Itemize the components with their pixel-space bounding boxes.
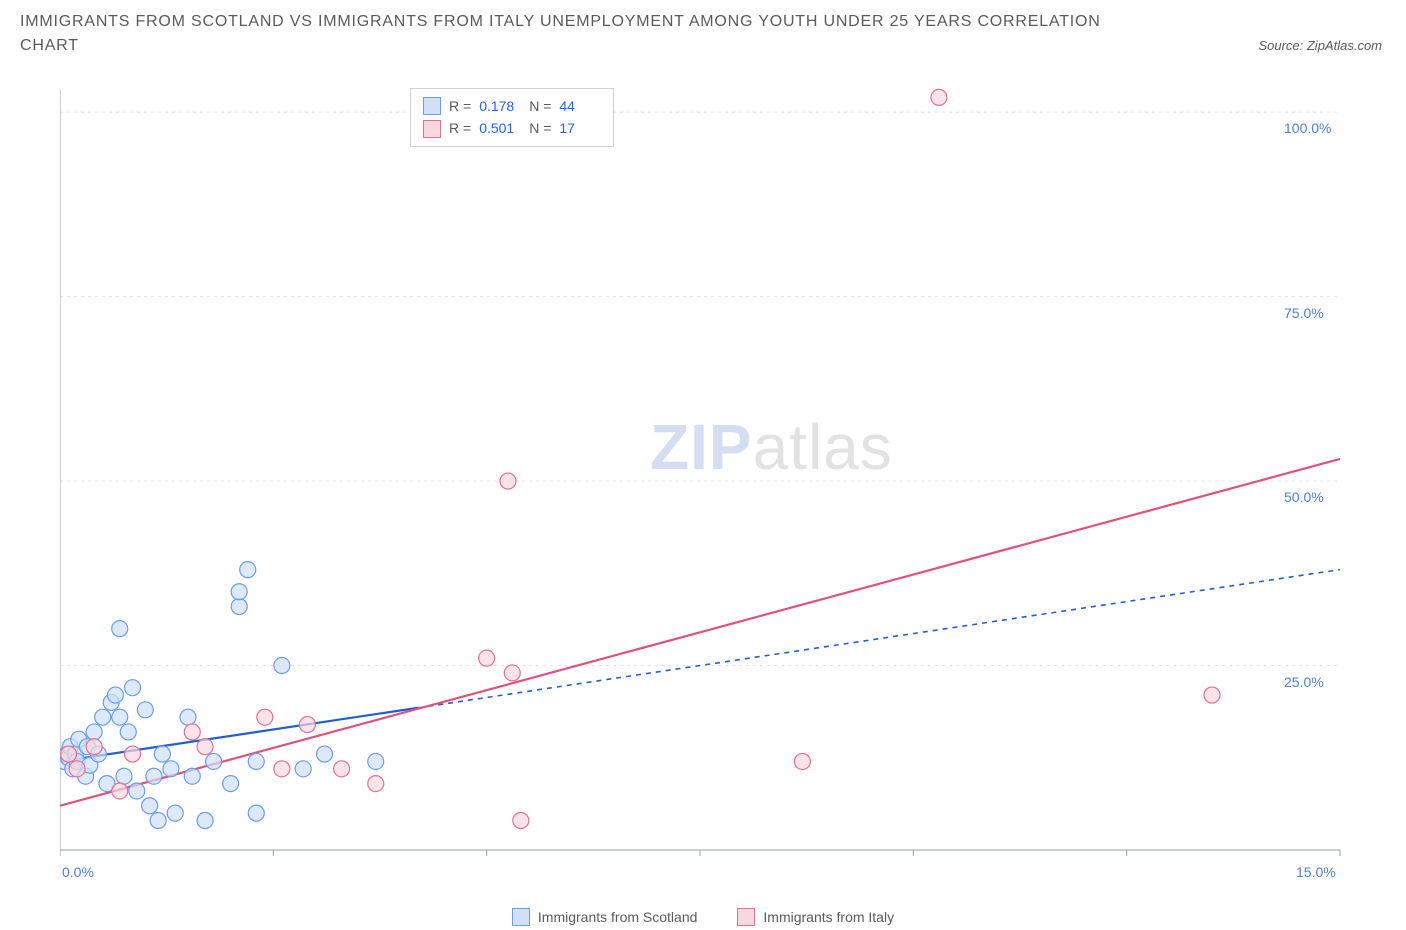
y-tick-label: 75.0% — [1284, 305, 1324, 321]
source-attribution: Source: ZipAtlas.com — [1258, 38, 1382, 53]
stat-value-n: 17 — [559, 117, 601, 139]
bottom-legend: Immigrants from Scotland Immigrants from … — [0, 908, 1406, 926]
scatter-plot — [60, 80, 1380, 890]
series-swatch — [423, 97, 441, 115]
stats-row: R = 0.501 N = 17 — [423, 117, 601, 139]
stat-value-n: 44 — [559, 95, 601, 117]
stat-label-n: N = — [529, 95, 551, 117]
correlation-stats-box: R = 0.178 N = 44 R = 0.501 N = 17 — [410, 88, 614, 147]
series-swatch — [423, 120, 441, 138]
legend-label: Immigrants from Scotland — [538, 909, 698, 925]
chart-area: R =0.178N =44R =0.501N =17 ZIPatlas 25.0… — [60, 80, 1380, 890]
stat-label-n: N = — [529, 117, 551, 139]
legend-item: Immigrants from Italy — [737, 908, 894, 926]
legend-label: Immigrants from Italy — [763, 909, 894, 925]
chart-header: IMMIGRANTS FROM SCOTLAND VS IMMIGRANTS F… — [0, 0, 1406, 58]
stat-label-r: R = — [449, 95, 471, 117]
stat-label-r: R = — [449, 117, 471, 139]
legend-swatch — [512, 908, 530, 926]
stat-value-r: 0.178 — [479, 95, 521, 117]
y-tick-label: 50.0% — [1284, 489, 1324, 505]
y-tick-label: 25.0% — [1284, 674, 1324, 690]
x-tick-label: 0.0% — [62, 864, 94, 880]
legend-item: Immigrants from Scotland — [512, 908, 698, 926]
chart-title: IMMIGRANTS FROM SCOTLAND VS IMMIGRANTS F… — [20, 10, 1140, 58]
stats-row: R = 0.178 N = 44 — [423, 95, 601, 117]
legend-swatch — [737, 908, 755, 926]
x-tick-label: 15.0% — [1296, 864, 1336, 880]
stat-value-r: 0.501 — [479, 117, 521, 139]
y-tick-label: 100.0% — [1284, 120, 1331, 136]
